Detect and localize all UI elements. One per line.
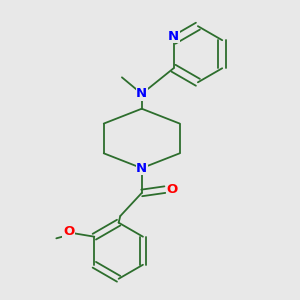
Text: N: N bbox=[136, 87, 147, 101]
Text: O: O bbox=[167, 183, 178, 196]
Text: N: N bbox=[168, 30, 179, 43]
Text: O: O bbox=[63, 225, 74, 238]
Text: N: N bbox=[136, 162, 147, 175]
